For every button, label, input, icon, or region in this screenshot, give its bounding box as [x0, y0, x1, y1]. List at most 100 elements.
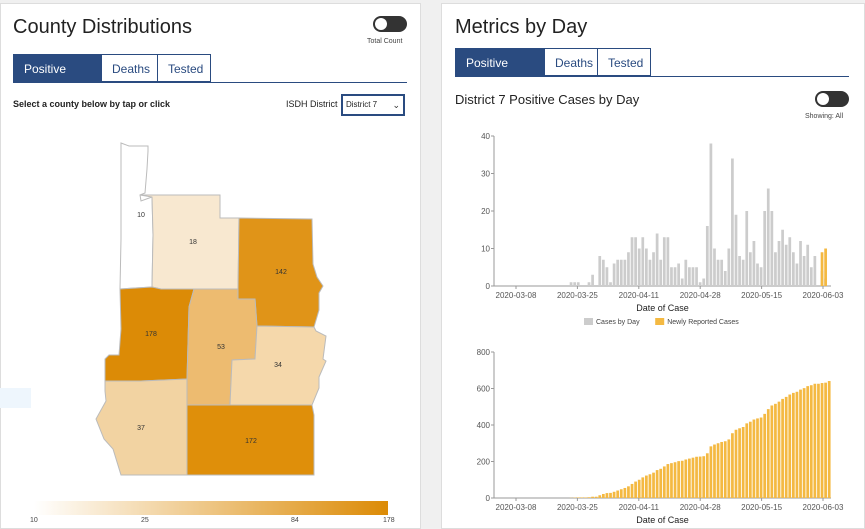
- chart-bar: [691, 457, 695, 498]
- y-tick-label: 30: [481, 170, 490, 179]
- legend-label: Cases by Day: [596, 319, 640, 326]
- district-select[interactable]: District 7 ⌄: [341, 94, 405, 116]
- chart-title: District 7 Positive Cases by Day: [455, 92, 640, 107]
- chart-bar: [637, 479, 641, 498]
- chart-bar: [637, 248, 641, 286]
- county-shape[interactable]: [186, 404, 315, 476]
- chart-bar: [799, 389, 802, 498]
- x-tick-label: 2020-05-15: [741, 503, 782, 512]
- chart-bar: [659, 468, 663, 498]
- chart-bar: [609, 282, 612, 286]
- chart-bar: [781, 398, 784, 498]
- chart-bar: [580, 497, 584, 498]
- chart-bar: [698, 456, 702, 498]
- chart-bar: [659, 259, 663, 286]
- chart-bar: [791, 392, 795, 498]
- chart-bar: [627, 252, 630, 286]
- chart-bar: [634, 481, 637, 498]
- chart-bar: [741, 427, 745, 498]
- chart-bar: [677, 263, 680, 286]
- chart-bar: [774, 252, 777, 286]
- chart-bar: [684, 259, 688, 286]
- total-count-toggle[interactable]: [373, 16, 407, 32]
- chart-bar: [612, 263, 616, 286]
- chart-bar: [587, 497, 591, 498]
- chart-bar: [612, 491, 616, 498]
- tab-deaths[interactable]: Deaths: [101, 54, 158, 82]
- chart-bar: [795, 263, 799, 286]
- chart-bar: [709, 446, 713, 498]
- chart-bar: [745, 211, 749, 286]
- chart-bar: [655, 470, 659, 498]
- chart-bar: [727, 248, 731, 286]
- tab-positive-cases[interactable]: Positive Cases: [455, 48, 545, 98]
- x-tick-label: 2020-06-03: [803, 291, 844, 300]
- chart-bar: [609, 492, 612, 498]
- chart-bar: [716, 259, 720, 286]
- y-tick-label: 0: [486, 282, 491, 291]
- tab-deaths[interactable]: Deaths: [544, 48, 598, 76]
- toggle-knob: [817, 93, 829, 105]
- legend-tick: 84: [291, 517, 299, 524]
- chart-bar: [691, 267, 695, 286]
- chart-bar: [748, 252, 752, 286]
- chart-bar: [788, 237, 792, 286]
- chart-bar: [605, 493, 609, 498]
- x-axis-title: Date of Case: [636, 515, 689, 525]
- metrics-panel-title: Metrics by Day: [455, 16, 588, 38]
- chart-bar: [619, 489, 623, 498]
- chart-bar: [806, 386, 810, 498]
- chart-bar: [766, 188, 770, 286]
- chart-bar: [734, 429, 738, 498]
- county-value-label: 37: [137, 425, 145, 432]
- chart-bar: [791, 252, 795, 286]
- chart-bar: [655, 233, 659, 286]
- chart-bar: [809, 385, 813, 498]
- tab-positive-cases[interactable]: Positive Cases: [13, 54, 102, 104]
- chart-bar: [741, 259, 745, 286]
- chart-bar: [770, 405, 774, 498]
- chart-bar: [601, 493, 605, 498]
- total-count-label: Total Count: [367, 38, 403, 45]
- tab-tested[interactable]: Tested: [157, 54, 211, 82]
- y-tick-label: 20: [481, 207, 490, 216]
- legend-tick: 10: [30, 517, 38, 524]
- chart-bar: [670, 463, 673, 498]
- chart-bar: [727, 439, 731, 498]
- county-value-label: 172: [245, 438, 257, 445]
- chart-bar: [645, 475, 648, 498]
- chart-bar: [759, 267, 763, 286]
- chart-bar: [627, 486, 630, 498]
- chart-bar: [630, 483, 634, 498]
- county-shape[interactable]: [95, 378, 188, 476]
- chart-bar: [777, 241, 781, 286]
- y-tick-label: 200: [477, 458, 491, 467]
- chart-bar: [630, 237, 634, 286]
- county-panel-title: County Distributions: [13, 16, 192, 38]
- chart-bar: [731, 158, 734, 286]
- chart-bar: [623, 487, 627, 498]
- x-axis-title: Date of Case: [636, 303, 689, 313]
- chart-bar: [662, 237, 666, 286]
- chart-bar: [802, 388, 806, 498]
- chart-bar: [666, 464, 670, 498]
- chart-bar: [695, 267, 698, 286]
- chart-bar: [817, 383, 820, 498]
- chart-bar: [784, 244, 788, 286]
- tabs-underline: [455, 76, 849, 77]
- chart-bar: [705, 226, 709, 286]
- tab-tested[interactable]: Tested: [597, 48, 651, 76]
- county-distributions-panel: County Distributions Total Count Positiv…: [0, 3, 421, 529]
- side-tab[interactable]: [0, 388, 31, 408]
- county-tabs: Positive Cases Deaths Tested: [13, 54, 211, 104]
- chevron-down-icon: ⌄: [392, 100, 400, 110]
- county-shape[interactable]: [229, 325, 327, 406]
- toggle-knob: [375, 18, 387, 30]
- showing-toggle[interactable]: [815, 91, 849, 107]
- x-tick-label: 2020-04-11: [619, 291, 660, 300]
- chart-bar: [673, 267, 677, 286]
- chart-bar: [684, 459, 688, 498]
- x-tick-label: 2020-03-25: [557, 503, 598, 512]
- chart-bar: [795, 391, 799, 498]
- chart-bar: [619, 259, 623, 286]
